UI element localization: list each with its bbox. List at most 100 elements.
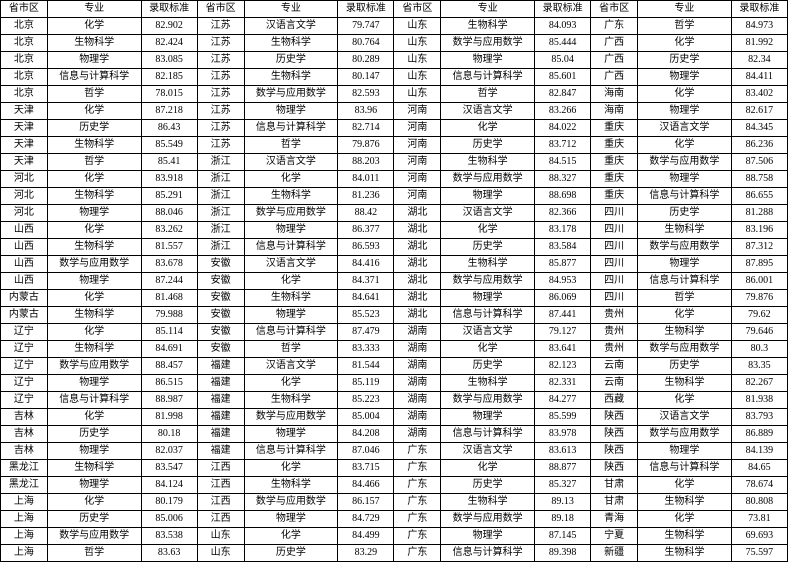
cell-score: 79.876	[731, 290, 787, 307]
cell-score: 81.544	[338, 358, 394, 375]
cell-major: 化学	[441, 341, 535, 358]
cell-major: 物理学	[638, 103, 732, 120]
cell-score: 85.877	[535, 256, 591, 273]
cell-score: 79.646	[731, 324, 787, 341]
cell-major: 生物科学	[244, 35, 338, 52]
cell-score: 83.712	[535, 137, 591, 154]
cell-major: 信息与计算科学	[638, 188, 732, 205]
cell-province: 安徽	[197, 290, 244, 307]
cell-major: 数学与应用数学	[244, 86, 338, 103]
cell-province: 河南	[394, 154, 441, 171]
table-row: 吉林历史学80.18福建物理学84.208湖南信息与计算科学83.978陕西数学…	[1, 426, 788, 443]
cell-province: 山东	[197, 528, 244, 545]
col-province: 省市区	[1, 1, 48, 18]
cell-province: 江苏	[197, 35, 244, 52]
cell-major: 物理学	[244, 307, 338, 324]
table-row: 辽宁生物科学84.691安徽哲学83.333湖南化学83.641贵州数学与应用数…	[1, 341, 788, 358]
cell-province: 北京	[1, 35, 48, 52]
cell-major: 物理学	[441, 52, 535, 69]
cell-province: 浙江	[197, 205, 244, 222]
cell-major: 汉语言文学	[441, 324, 535, 341]
table-row: 河北物理学88.046浙江数学与应用数学88.42湖北汉语言文学82.366四川…	[1, 205, 788, 222]
cell-province: 四川	[591, 239, 638, 256]
cell-score: 81.992	[731, 35, 787, 52]
cell-province: 浙江	[197, 171, 244, 188]
cell-major: 历史学	[244, 545, 338, 562]
cell-major: 化学	[244, 375, 338, 392]
cell-score: 84.691	[141, 341, 197, 358]
cell-major: 汉语言文学	[244, 18, 338, 35]
cell-major: 化学	[47, 409, 141, 426]
cell-major: 生物科学	[47, 35, 141, 52]
cell-score: 83.266	[535, 103, 591, 120]
cell-major: 信息与计算科学	[47, 392, 141, 409]
cell-major: 历史学	[638, 52, 732, 69]
cell-major: 生物科学	[638, 375, 732, 392]
cell-province: 重庆	[591, 154, 638, 171]
cell-province: 重庆	[591, 137, 638, 154]
cell-major: 哲学	[638, 290, 732, 307]
cell-score: 84.371	[338, 273, 394, 290]
table-row: 内蒙古生物科学79.988安徽物理学85.523湖北信息与计算科学87.441贵…	[1, 307, 788, 324]
cell-major: 数学与应用数学	[47, 358, 141, 375]
cell-province: 河北	[1, 188, 48, 205]
cell-province: 福建	[197, 375, 244, 392]
cell-province: 吉林	[1, 443, 48, 460]
cell-score: 83.29	[338, 545, 394, 562]
cell-province: 河南	[394, 120, 441, 137]
cell-major: 数学与应用数学	[47, 256, 141, 273]
table-row: 北京哲学78.015江苏数学与应用数学82.593山东哲学82.847海南化学8…	[1, 86, 788, 103]
cell-score: 82.331	[535, 375, 591, 392]
cell-score: 81.998	[141, 409, 197, 426]
cell-major: 化学	[638, 477, 732, 494]
cell-province: 广东	[394, 460, 441, 477]
cell-score: 85.523	[338, 307, 394, 324]
cell-province: 吉林	[1, 426, 48, 443]
cell-major: 化学	[47, 324, 141, 341]
table-row: 天津哲学85.41浙江汉语言文学88.203河南生物科学84.515重庆数学与应…	[1, 154, 788, 171]
cell-province: 福建	[197, 409, 244, 426]
cell-major: 物理学	[244, 103, 338, 120]
cell-major: 化学	[441, 120, 535, 137]
cell-major: 生物科学	[47, 307, 141, 324]
cell-score: 82.424	[141, 35, 197, 52]
cell-score: 89.398	[535, 545, 591, 562]
cell-major: 生物科学	[244, 290, 338, 307]
cell-major: 数学与应用数学	[638, 341, 732, 358]
cell-major: 化学	[244, 460, 338, 477]
cell-province: 陕西	[591, 443, 638, 460]
cell-province: 福建	[197, 392, 244, 409]
cell-province: 山西	[1, 222, 48, 239]
cell-score: 88.698	[535, 188, 591, 205]
cell-major: 化学	[441, 460, 535, 477]
cell-score: 88.42	[338, 205, 394, 222]
cell-score: 83.613	[535, 443, 591, 460]
cell-province: 甘肃	[591, 494, 638, 511]
cell-province: 青海	[591, 511, 638, 528]
table-row: 北京生物科学82.424江苏生物科学80.764山东数学与应用数学85.444广…	[1, 35, 788, 52]
cell-province: 江苏	[197, 18, 244, 35]
cell-major: 数学与应用数学	[638, 154, 732, 171]
cell-province: 上海	[1, 511, 48, 528]
cell-major: 汉语言文学	[441, 103, 535, 120]
cell-score: 87.046	[338, 443, 394, 460]
cell-major: 化学	[47, 103, 141, 120]
cell-score: 87.479	[338, 324, 394, 341]
cell-province: 陕西	[591, 426, 638, 443]
cell-score: 84.416	[338, 256, 394, 273]
cell-province: 江苏	[197, 120, 244, 137]
cell-score: 84.973	[731, 18, 787, 35]
cell-major: 汉语言文学	[441, 443, 535, 460]
cell-province: 江苏	[197, 52, 244, 69]
cell-score: 79.988	[141, 307, 197, 324]
cell-major: 信息与计算科学	[638, 460, 732, 477]
cell-province: 江西	[197, 460, 244, 477]
cell-score: 85.291	[141, 188, 197, 205]
cell-score: 84.011	[338, 171, 394, 188]
cell-major: 化学	[638, 137, 732, 154]
cell-score: 84.515	[535, 154, 591, 171]
table-row: 山西化学83.262浙江物理学86.377湖北化学83.178四川生物科学83.…	[1, 222, 788, 239]
cell-province: 重庆	[591, 188, 638, 205]
cell-score: 88.877	[535, 460, 591, 477]
cell-major: 汉语言文学	[638, 120, 732, 137]
